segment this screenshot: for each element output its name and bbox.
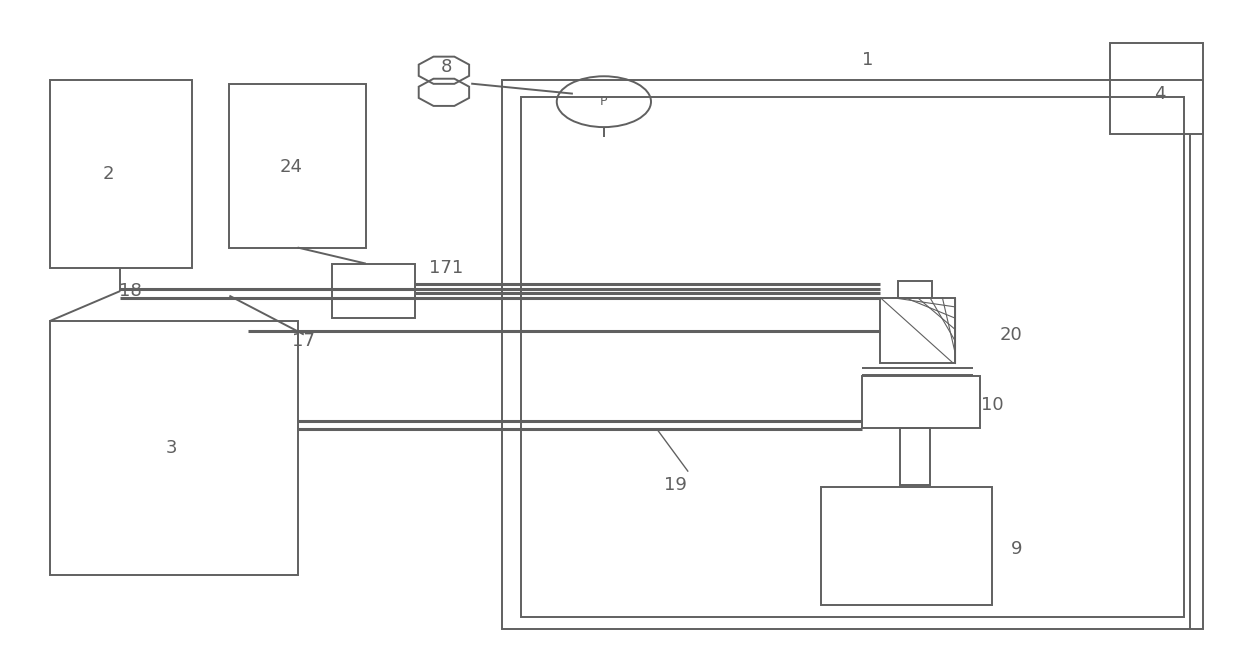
Bar [502, 80, 1203, 629]
Text: 17: 17 [293, 332, 315, 350]
Text: 18: 18 [119, 282, 141, 300]
Bar [900, 428, 930, 485]
Bar [862, 376, 980, 428]
Bar [50, 321, 298, 575]
Bar [50, 80, 192, 268]
Bar [880, 298, 955, 363]
Text: 1: 1 [862, 52, 874, 69]
Text: 24: 24 [280, 159, 303, 176]
Text: 8: 8 [440, 58, 453, 76]
Bar [229, 84, 366, 248]
Text: 171: 171 [429, 259, 464, 276]
Text: P: P [600, 95, 608, 108]
Text: 10: 10 [981, 396, 1003, 413]
Bar [898, 281, 932, 298]
Text: 3: 3 [165, 440, 177, 457]
Bar [332, 264, 415, 318]
Text: 2: 2 [102, 165, 114, 183]
Text: 20: 20 [999, 326, 1022, 343]
Bar [521, 97, 1184, 617]
Text: 4: 4 [1153, 85, 1166, 102]
Bar [1110, 43, 1203, 134]
Text: 9: 9 [1011, 540, 1023, 557]
Text: 19: 19 [665, 476, 687, 494]
Bar [821, 487, 992, 605]
